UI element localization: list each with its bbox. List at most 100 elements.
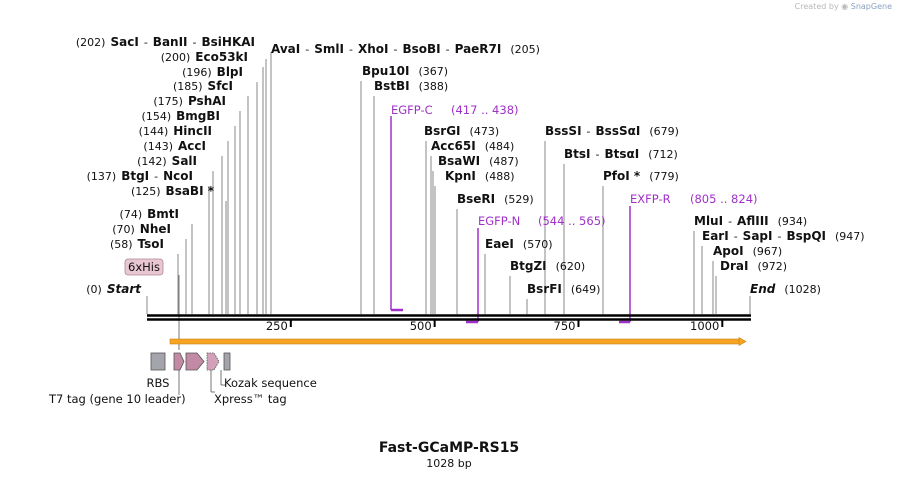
- site-separator: -: [728, 215, 732, 228]
- site-position: (484): [485, 140, 515, 153]
- site-position: (367): [418, 65, 448, 78]
- snapgene-logo-icon: ◉: [841, 2, 849, 11]
- site-position: (947): [835, 230, 865, 243]
- enzyme-name: SapI: [743, 229, 773, 243]
- site-label-apoi[interactable]: ApoI (967): [713, 244, 782, 258]
- site-label-bsawi[interactable]: BsaWI (487): [438, 154, 519, 168]
- primer-exfp-r[interactable]: EXFP-R (805 .. 824): [619, 192, 758, 324]
- primer-egfp-c-range: (417 .. 438): [451, 103, 519, 117]
- site-position: (487): [489, 155, 519, 168]
- map-title-block: Fast-GCaMP-RS15 1028 bp: [0, 440, 898, 470]
- orf-bar: [169, 338, 741, 345]
- site-label-eaei[interactable]: EaeI (570): [485, 237, 553, 251]
- rbs-label: RBS: [147, 376, 170, 390]
- enzyme-name: PaeR7I: [455, 42, 502, 56]
- his-tag-feature[interactable]: 6xHis: [124, 258, 180, 350]
- primer-exfp-r-range: (805 .. 824): [690, 192, 758, 206]
- site-position: (779): [649, 170, 679, 183]
- site-separator: -: [587, 125, 591, 138]
- enzyme-name: NcoI: [163, 169, 193, 183]
- enzyme-name: SmlI: [314, 42, 344, 56]
- site-label-hincii[interactable]: (144) HincII: [139, 124, 212, 138]
- site-label-mlui-afliii[interactable]: MluI - AflIII (934): [694, 214, 807, 228]
- site-label-bmti[interactable]: (74) BmtI: [120, 207, 179, 221]
- enzyme-name: DraI: [720, 259, 748, 273]
- site-label-bpu10i[interactable]: Bpu10I (367): [362, 64, 448, 78]
- site-label-bmgbi[interactable]: (154) BmgBI: [142, 109, 220, 123]
- enzyme-name: End: [750, 282, 776, 296]
- enzyme-name: AflIII: [737, 214, 769, 228]
- credit-brand: SnapGene: [850, 2, 892, 11]
- orf-arrowhead-icon: [738, 336, 747, 347]
- site-label-start[interactable]: (0) Start: [86, 282, 142, 296]
- site-position: (205): [510, 43, 540, 56]
- site-label-bsrfi[interactable]: BsrFI (649): [527, 282, 600, 296]
- site-label-end[interactable]: End (1028): [750, 282, 821, 296]
- enzyme-name: BsaBI *: [166, 184, 215, 198]
- site-label-tsoi[interactable]: (58) TsoI: [110, 237, 164, 251]
- orf-arrow[interactable]: [169, 336, 747, 347]
- site-label-bseri[interactable]: BseRI (529): [457, 192, 534, 206]
- enzyme-name: BsoBI: [402, 42, 440, 56]
- enzyme-site-labels: (202) SacI - BanII - BsiHKAI(200) Eco53kI(196)…: [76, 35, 865, 296]
- site-label-nhei[interactable]: (70) NheI: [112, 222, 171, 236]
- enzyme-name: BtgI: [121, 169, 149, 183]
- site-label-bstbi[interactable]: BstBI (388): [374, 79, 448, 93]
- site-label-saci-banii-bsihkai[interactable]: (202) SacI - BanII - BsiHKAI: [76, 35, 255, 49]
- site-label-btgzi[interactable]: BtgZI (620): [510, 259, 585, 273]
- his-tag-arrow-icon[interactable]: [185, 352, 205, 371]
- site-position: (202): [76, 36, 106, 49]
- site-label-sali[interactable]: (142) SalI: [137, 154, 197, 168]
- site-position: (649): [571, 283, 601, 296]
- primer-egfp-n[interactable]: EGFP-N (544 .. 565): [466, 214, 606, 324]
- site-separator: -: [305, 43, 309, 56]
- his-tag-box: [124, 258, 164, 276]
- tick-label-750: 750: [554, 319, 576, 333]
- site-separator: -: [193, 36, 197, 49]
- enzyme-name: HincII: [173, 124, 212, 138]
- kozak-label: Kozak sequence: [224, 376, 317, 390]
- site-position: (143): [143, 140, 173, 153]
- t7-tag-label: T7 tag (gene 10 leader): [48, 392, 186, 406]
- enzyme-name: Start: [107, 282, 142, 296]
- site-label-drai[interactable]: DraI (972): [720, 259, 787, 273]
- site-position: (144): [139, 125, 169, 138]
- site-position: (0): [86, 283, 102, 296]
- site-label-pshai[interactable]: (175) PshAI: [153, 94, 226, 108]
- site-label-sfci[interactable]: (185) SfcI: [173, 79, 233, 93]
- site-label-btsi-bts-i[interactable]: BtsI - BtsαI (712): [564, 147, 678, 161]
- site-label-eco53ki[interactable]: (200) Eco53kI: [161, 50, 248, 64]
- enzyme-name: NheI: [140, 222, 171, 236]
- site-label-kpni[interactable]: KpnI (488): [445, 169, 515, 183]
- site-label-blpi[interactable]: (196) BlpI: [182, 65, 243, 79]
- tick-label-500: 500: [410, 319, 432, 333]
- xpress-tag-arrow-icon[interactable]: [206, 352, 220, 371]
- site-label-pfoi[interactable]: PfoI * (779): [603, 169, 679, 183]
- primer-egfp-c[interactable]: EGFP-C (417 .. 438): [390, 103, 519, 312]
- site-separator: -: [446, 43, 450, 56]
- site-label-avai-smli-xhoi-bsobi-paer7i[interactable]: AvaI - SmlI - XhoI - BsoBI - PaeR7I (205): [271, 42, 540, 56]
- site-label-eari-sapi-bspqi[interactable]: EarI - SapI - BspQI (947): [702, 229, 865, 243]
- site-separator: -: [777, 230, 781, 243]
- site-label-bsssi-bsss-i[interactable]: BssSI - BssSαI (679): [545, 124, 679, 138]
- site-label-btgi-ncoi[interactable]: (137) BtgI - NcoI: [87, 169, 193, 183]
- enzyme-name: KpnI: [445, 169, 476, 183]
- site-label-acc65i[interactable]: Acc65I (484): [431, 139, 514, 153]
- enzyme-name: AccI: [178, 139, 206, 153]
- map-length: 1028 bp: [426, 457, 472, 470]
- t7-tag-arrow-icon[interactable]: [173, 352, 185, 371]
- site-position: (529): [504, 193, 534, 206]
- site-label-bsrgi[interactable]: BsrGI (473): [424, 124, 499, 138]
- enzyme-name: SfcI: [208, 79, 233, 93]
- kozak-box-icon[interactable]: [223, 352, 231, 371]
- rbs-box-icon[interactable]: [150, 352, 166, 371]
- xpress-tag-label: Xpress™ tag: [214, 392, 287, 406]
- site-label-acci[interactable]: (143) AccI: [143, 139, 206, 153]
- site-position: (175): [153, 95, 183, 108]
- site-label-bsabi[interactable]: (125) BsaBI *: [131, 184, 215, 198]
- site-position: (200): [161, 51, 191, 64]
- site-position: (473): [470, 125, 500, 138]
- site-position: (137): [87, 170, 117, 183]
- site-position: (1028): [784, 283, 821, 296]
